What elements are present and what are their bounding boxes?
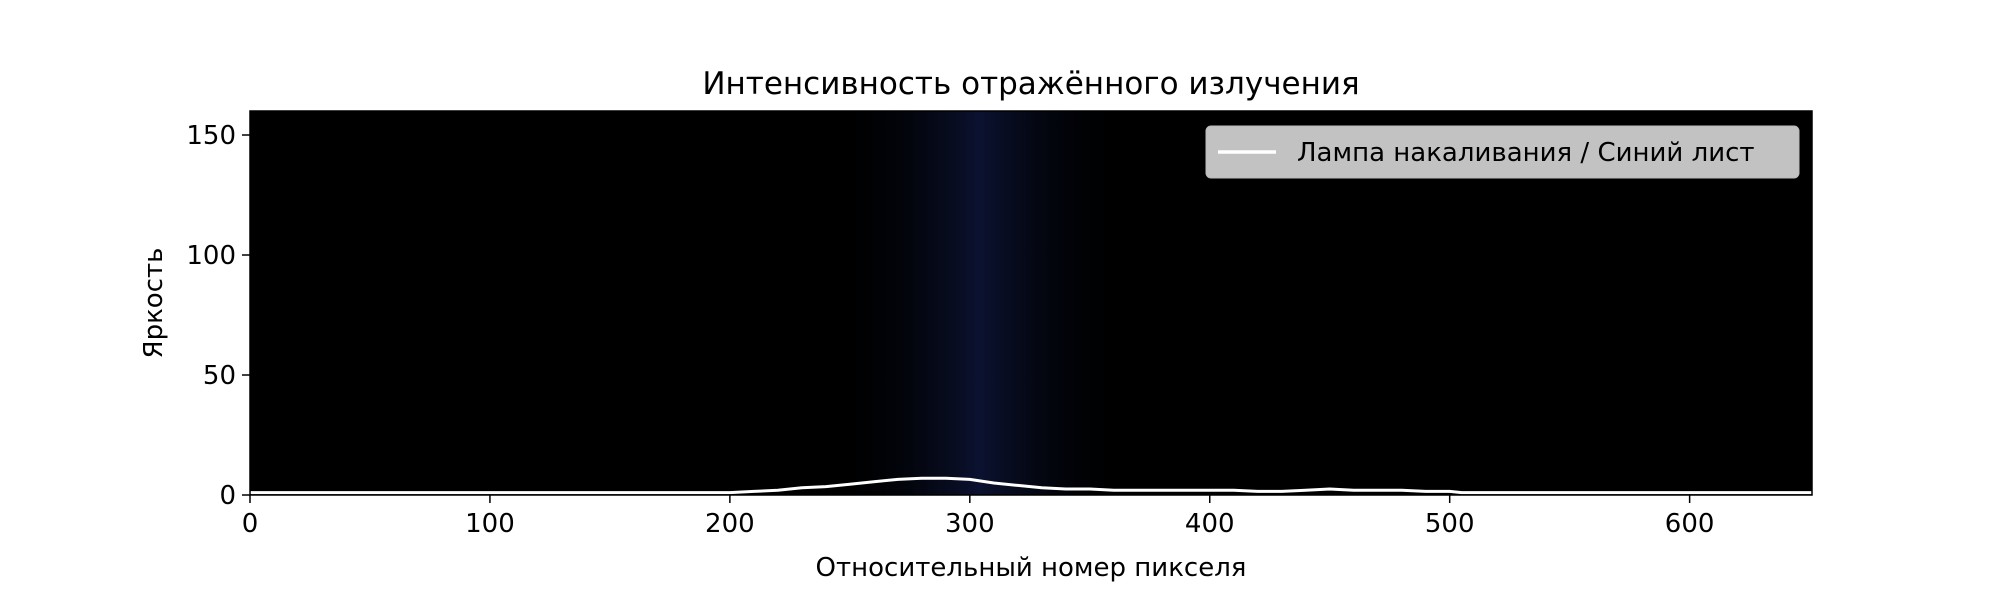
series-point <box>1065 488 1067 490</box>
series-point <box>873 481 875 483</box>
series-point <box>1017 484 1019 487</box>
y-tick-label: 150 <box>186 121 236 151</box>
legend-box <box>1205 125 1800 179</box>
y-tick-label: 50 <box>203 361 236 391</box>
series-point <box>1185 489 1187 492</box>
series-line <box>250 476 1812 495</box>
y-axis-ticks: 0 50 100 150 <box>186 121 250 511</box>
y-tick-label: 100 <box>186 241 236 271</box>
series-point <box>1688 491 1691 494</box>
series-point <box>1400 489 1403 492</box>
series-point <box>1280 490 1283 493</box>
series-point <box>945 477 947 480</box>
series-point <box>705 491 707 494</box>
plot-frame <box>249 110 1813 496</box>
series-point <box>1256 490 1259 493</box>
series-point <box>849 483 851 486</box>
x-tick-label: 400 <box>1185 509 1235 539</box>
series-layer <box>250 476 1812 495</box>
series-point <box>1448 490 1451 493</box>
chart-title: Интенсивность отражённого излучения <box>702 66 1359 102</box>
x-tick-label: 500 <box>1425 509 1475 539</box>
legend-label: Лампа накаливания / Синий лист <box>1297 138 1755 168</box>
x-tick-label: 600 <box>1665 509 1715 539</box>
series-point <box>1328 488 1331 490</box>
legend: Лампа накаливания / Синий лист <box>1205 125 1800 179</box>
y-tick-label: 0 <box>219 481 236 511</box>
series-point <box>1352 489 1355 492</box>
series-point <box>897 478 899 481</box>
series-point <box>1161 489 1163 492</box>
x-tick-label: 300 <box>945 509 995 539</box>
series-point <box>1113 489 1115 492</box>
series-point <box>729 491 731 494</box>
series-point <box>753 490 755 493</box>
x-axis-label: Относительный номер пикселя <box>816 553 1247 583</box>
series-point <box>489 491 491 494</box>
series-point <box>1460 491 1463 494</box>
series-point <box>1209 489 1211 492</box>
series-point <box>921 477 923 480</box>
series-point <box>825 485 827 488</box>
x-tick-label: 100 <box>465 509 515 539</box>
series-point <box>969 478 971 481</box>
series-point <box>777 489 779 492</box>
series-point <box>1232 489 1235 492</box>
series-point <box>1041 487 1043 489</box>
series-point <box>1376 489 1379 492</box>
series-point <box>801 487 803 489</box>
series-point <box>1424 490 1427 493</box>
series-point <box>1089 488 1091 490</box>
spectrum-glow <box>830 111 1130 495</box>
series-point <box>1137 489 1139 492</box>
series-point <box>1304 489 1307 492</box>
series-point <box>1472 491 1475 494</box>
series-point <box>993 482 995 484</box>
y-axis-label: Яркость <box>139 248 169 359</box>
x-tick-label: 200 <box>705 509 755 539</box>
x-tick-label: 0 <box>242 509 259 539</box>
x-axis-ticks: 0 100 200 300 400 500 600 <box>242 495 1715 539</box>
